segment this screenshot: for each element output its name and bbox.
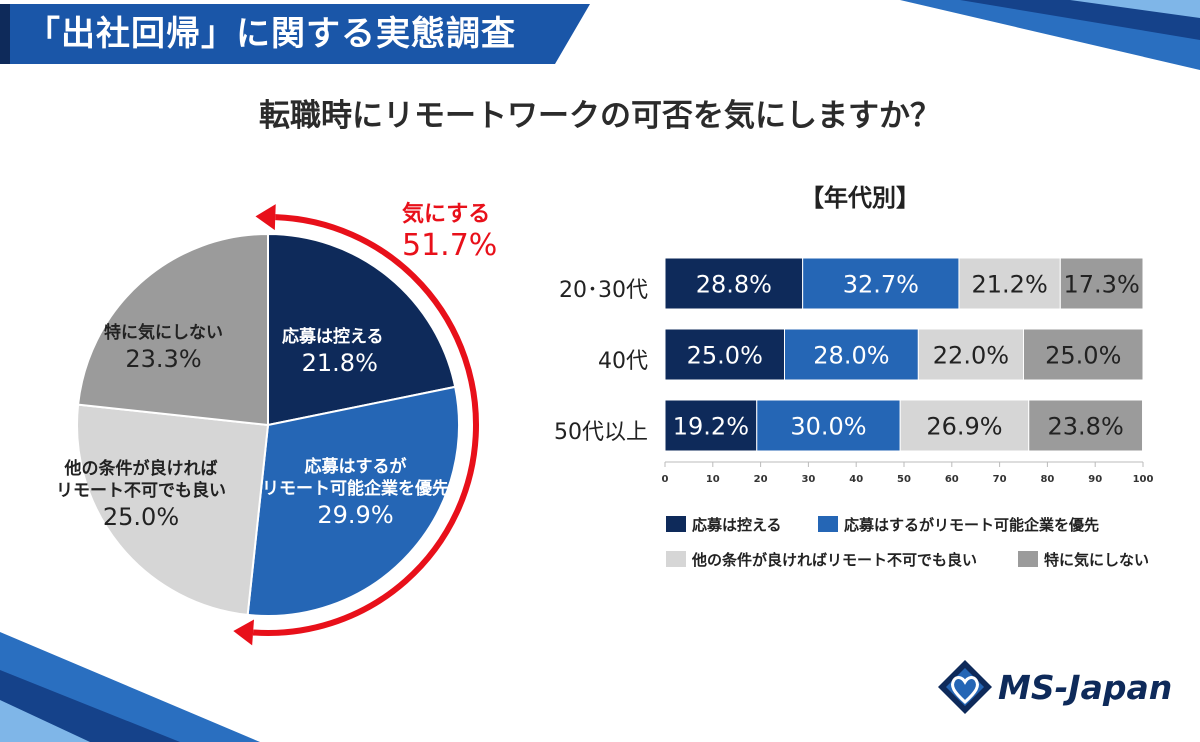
question-title: 転職時にリモートワークの可否を気にしますか？ (259, 98, 941, 134)
bar-segment-prioritize (756, 399, 901, 452)
legend-label: 他の条件が良ければリモート不可でも良い (692, 551, 978, 569)
x-tick-label: 20 (754, 474, 768, 485)
bar-data-label: 32.7% (843, 271, 919, 299)
bar-segment-refrain (664, 257, 804, 310)
logo-text: MS-Japan (998, 668, 1173, 707)
header-banner (0, 4, 590, 64)
pie-label-dont-care: 特に気にしない 23.3% (104, 322, 223, 375)
ms-japan-logo-icon (938, 660, 992, 714)
x-tick-label: 70 (993, 474, 1007, 485)
legend-item-accept: 他の条件が良ければリモート不可でも良い (666, 549, 977, 570)
bar-data-label: 28.8% (696, 271, 772, 299)
legend-item-prioritize: 応募はするがリモート可能企業を優先 (818, 514, 1099, 535)
pie-chart (76, 204, 479, 646)
pie-label-name: 他の条件が良ければ (64, 459, 218, 479)
care-annotation: 気にする 51.7% (402, 196, 497, 263)
pie-label-pct: 21.8% (301, 349, 378, 378)
bar-segment-refrain (664, 399, 758, 452)
x-tick-label: 10 (706, 474, 720, 485)
bar-segment-dont-care (1059, 257, 1144, 310)
bar-segment-dont-care (1023, 328, 1144, 381)
pie-label-accept: 他の条件が良ければ リモート不可でも良い 25.0% (56, 458, 226, 533)
pie-slice-prioritize (246, 385, 460, 617)
legend-swatch (666, 551, 686, 567)
bar-data-label: 25.0% (1045, 342, 1121, 370)
legend-swatch (666, 516, 686, 532)
x-tick-label: 40 (849, 474, 863, 485)
legend-label: 応募はするがリモート可能企業を優先 (844, 516, 1100, 534)
x-tick-label: 0 (662, 474, 669, 485)
bar-data-label: 17.3% (1064, 271, 1140, 299)
pie-label-name: 特に気にしない (104, 323, 223, 343)
pie-slice-accept (76, 403, 270, 617)
pie-label-refrain: 応募は控える 21.8% (282, 326, 384, 379)
pie-label-pct: 29.9% (317, 501, 394, 530)
bar-segment-prioritize (784, 328, 919, 381)
legend-swatch (818, 516, 838, 532)
legend-label: 応募は控える (692, 516, 782, 534)
header-title: 「出社回帰」に関する実態調査 (26, 14, 516, 54)
stacked-bar-chart: 28.8% 32.7% 21.2% 17.3% 25.0% 28.0% 22.0% 25.0%… (662, 257, 1154, 485)
pie-label-name: 応募は控える (282, 327, 384, 347)
pie-label-name: 応募はするが (304, 457, 407, 477)
bar-data-label: 23.8% (1048, 413, 1124, 441)
arrow-head-icon (233, 619, 255, 646)
pie-label-pct: 23.3% (125, 345, 202, 374)
bar-data-label: 22.0% (933, 342, 1009, 370)
pie-label-pct: 25.0% (102, 503, 180, 532)
x-tick-label: 90 (1088, 474, 1102, 485)
care-label: 気にする (402, 202, 491, 227)
bar-segment-prioritize (802, 257, 960, 310)
legend-swatch (1018, 551, 1038, 567)
legend-label: 特に気にしない (1044, 551, 1150, 569)
care-arc-arrow (233, 204, 479, 646)
legend-item-refrain: 応募は控える (666, 514, 782, 535)
row-label: 50代以上 (554, 420, 648, 445)
bar-segment-dont-care (1028, 399, 1144, 452)
bar-chart-subtitle: 【年代別】 (800, 184, 920, 212)
bar-data-label: 30.0% (790, 413, 866, 441)
bar-segment-accept (917, 328, 1024, 381)
bar-data-label: 19.2% (673, 413, 749, 441)
x-tick-label: 30 (801, 474, 815, 485)
bar-data-label: 26.9% (926, 413, 1002, 441)
bar-data-label: 28.0% (813, 342, 889, 370)
bar-segment-accept (899, 399, 1030, 452)
pie-label-name: リモート可能企業を優先 (262, 479, 449, 500)
bar-segment-accept (958, 257, 1061, 310)
pie-slice-refrain (267, 232, 457, 427)
pie-label-prioritize: 応募はするが リモート可能企業を優先 29.9% (262, 456, 449, 531)
pie-slice-dont-care (76, 232, 269, 427)
row-label: 20･30代 (559, 278, 648, 303)
care-percent: 51.7% (402, 228, 498, 263)
legend-item-dont-care: 特に気にしない (1018, 549, 1149, 570)
arrow-head-icon (255, 204, 276, 231)
x-tick-label: 100 (1133, 474, 1154, 485)
bar-data-label: 21.2% (972, 271, 1048, 299)
pie-label-name: リモート不可でも良い (56, 481, 226, 502)
x-tick-label: 80 (1040, 474, 1054, 485)
bar-data-label: 25.0% (687, 342, 763, 370)
row-label: 40代 (598, 349, 648, 374)
x-tick-label: 50 (897, 474, 911, 485)
x-tick-label: 60 (945, 474, 959, 485)
